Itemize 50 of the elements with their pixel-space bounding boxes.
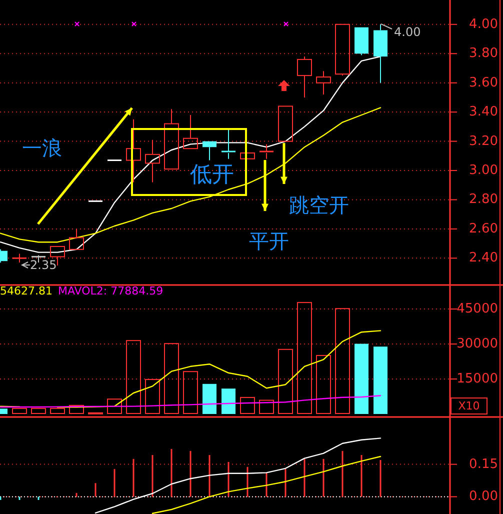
candlestick — [374, 24, 388, 84]
line-series — [152, 456, 382, 514]
y-tick-label: 3.20 — [469, 134, 498, 149]
y-tick-label: 2.60 — [469, 221, 498, 236]
candlestick — [258, 144, 274, 160]
bar — [50, 408, 65, 414]
line-series — [0, 395, 382, 408]
bar — [69, 404, 84, 414]
annotation: 54627.81 — [0, 284, 52, 298]
bar — [126, 340, 141, 414]
y-tick-label: 2.80 — [469, 192, 498, 208]
bar — [12, 408, 27, 414]
y-tick-label: 4.00 — [469, 16, 498, 32]
y-tick-label: 3.80 — [469, 46, 498, 62]
bar — [240, 396, 255, 414]
y-tick-label: 45000 — [456, 302, 498, 317]
annotation: 跳空开 — [289, 193, 349, 217]
y-tick-label: 3.00 — [469, 163, 498, 178]
y-tick-label: 0.15 — [469, 456, 498, 472]
bar — [278, 348, 293, 414]
candlestick — [220, 129, 236, 160]
bar — [107, 398, 122, 414]
y-tick-label: 30000 — [456, 336, 498, 352]
text: 4.00 — [394, 25, 421, 39]
candlestick — [126, 118, 141, 183]
y-tick-label: 0.00 — [469, 489, 498, 504]
candlestick — [316, 70, 331, 96]
bar — [297, 302, 312, 414]
bar — [354, 344, 368, 414]
bar — [202, 384, 216, 414]
annotation: 一浪 — [22, 136, 62, 160]
bar — [164, 343, 179, 414]
annotation: MAVOL2: 77884.59 — [58, 284, 164, 298]
y-tick-label: 2.40 — [469, 250, 498, 266]
annotation: 平开 — [249, 229, 289, 253]
y-tick-label: 15000 — [456, 372, 498, 387]
bar — [31, 408, 46, 414]
bar — [145, 379, 160, 414]
bar — [259, 400, 274, 414]
y-tick-label: 3.40 — [469, 104, 498, 120]
annotation: 低开 — [190, 162, 234, 188]
bar — [335, 308, 350, 414]
bar — [183, 371, 198, 414]
y-tick-label: 3.60 — [469, 75, 498, 90]
annotation: 2.35 — [30, 258, 57, 272]
bar — [222, 388, 236, 414]
bar — [374, 346, 388, 414]
candlestick — [145, 139, 160, 183]
text: X10 — [458, 400, 480, 412]
bar — [316, 354, 331, 414]
